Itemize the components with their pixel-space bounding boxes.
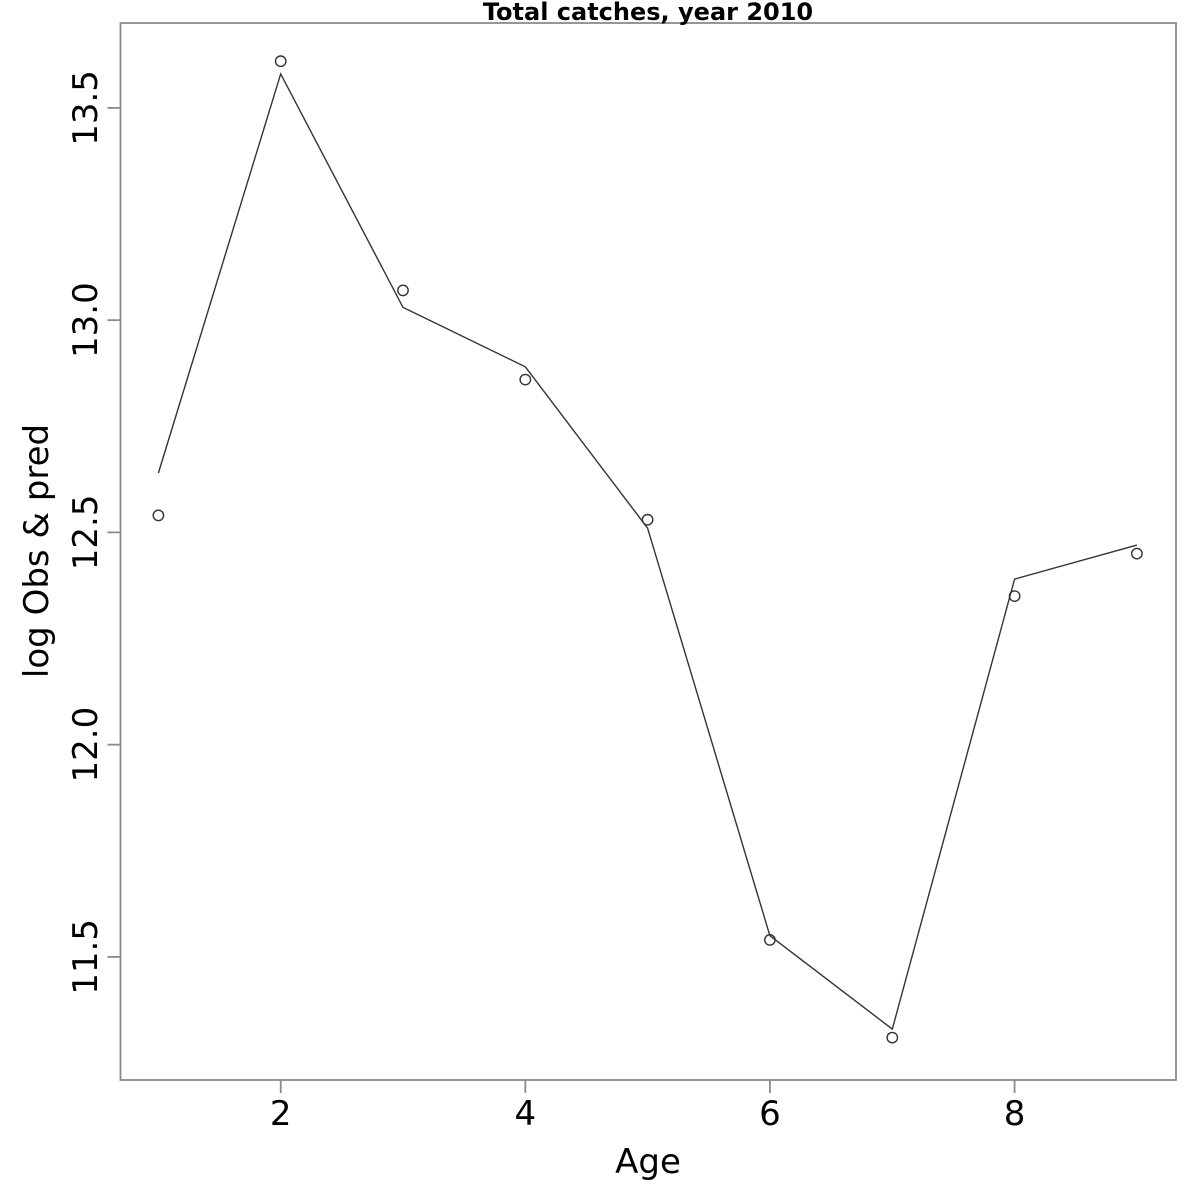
chart-title: Total catches, year 2010 xyxy=(483,0,813,26)
prediction-line xyxy=(157,72,1138,1031)
y-tick-label: 12.5 xyxy=(66,495,106,571)
x-tick-label: 4 xyxy=(515,1094,537,1134)
x-tick-label: 2 xyxy=(270,1094,292,1134)
observed-data-point xyxy=(886,1031,899,1044)
x-tick-label: 6 xyxy=(759,1094,781,1134)
observed-data-point xyxy=(274,55,287,68)
observed-data-point xyxy=(152,509,165,522)
observed-data-point xyxy=(519,373,532,386)
y-tick-label: 13.5 xyxy=(66,70,106,146)
y-tick-label: 11.5 xyxy=(66,919,106,995)
observed-data-point xyxy=(641,513,654,526)
y-axis-title: log Obs & pred xyxy=(17,424,57,678)
chart-generated-layer: 11.5 12.0 12.5 13.0 13.5 2 4 6 8 xyxy=(66,22,1177,1134)
observed-data-point xyxy=(397,284,409,297)
y-tick-label: 13.0 xyxy=(66,282,106,358)
observed-data-point xyxy=(1131,547,1143,560)
y-tick-label: 12.0 xyxy=(66,707,106,783)
plot-box xyxy=(119,22,1177,1081)
x-axis-title: Age xyxy=(615,1142,681,1182)
observed-data-point xyxy=(1008,590,1021,602)
observed-data-point xyxy=(764,934,776,946)
x-tick-label: 8 xyxy=(1004,1094,1026,1134)
